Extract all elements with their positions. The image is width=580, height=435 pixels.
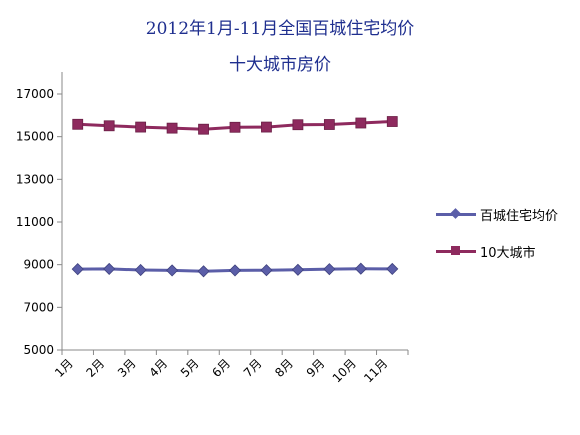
data-point: [198, 123, 209, 135]
x-tick-label: 9月: [304, 356, 328, 380]
data-point: [260, 264, 273, 277]
x-tick-label: 6月: [209, 356, 233, 380]
x-tick-label: 8月: [272, 356, 296, 380]
legend-swatch-series-2: [436, 244, 476, 258]
data-point: [72, 118, 84, 130]
data-point: [197, 265, 210, 278]
legend: 百城住宅均价 10大城市: [436, 204, 558, 278]
x-tick-label: 10月: [330, 356, 359, 385]
data-point: [261, 121, 272, 133]
legend-item-series-2: 10大城市: [436, 241, 558, 261]
data-point: [103, 262, 116, 275]
data-point: [386, 116, 398, 127]
y-tick-label: 9000: [23, 258, 54, 272]
data-point: [228, 264, 242, 277]
chart-title: 2012年1月-11月全国百城住宅均价: [145, 19, 415, 39]
y-tick-label: 13000: [16, 172, 54, 186]
x-tick-label: 5月: [178, 356, 202, 380]
data-point: [135, 121, 147, 133]
y-tick-label: 17000: [16, 87, 54, 101]
data-point: [229, 121, 241, 133]
legend-label-series-1: 百城住宅均价: [480, 208, 559, 224]
y-tick-label: 5000: [23, 343, 54, 357]
data-point: [166, 122, 178, 134]
data-point: [103, 120, 115, 132]
data-point: [292, 119, 304, 131]
x-tick-label: 7月: [241, 356, 265, 380]
y-tick-label: 15000: [16, 130, 54, 144]
x-tick-label: 1月: [52, 356, 76, 380]
data-point: [323, 263, 336, 276]
legend-item-series-1: 百城住宅均价: [436, 204, 558, 224]
data-point: [134, 263, 147, 277]
data-point: [355, 117, 367, 129]
x-tick-label: 3月: [115, 356, 139, 380]
data-point: [71, 263, 84, 276]
data-point: [354, 262, 367, 275]
data-point: [291, 263, 304, 276]
y-tick-label: 11000: [16, 215, 54, 229]
chart-subtitle: 十大城市房价: [229, 55, 331, 75]
data-point: [166, 264, 179, 277]
legend-swatch-series-1: [436, 207, 476, 221]
x-tick-label: 2月: [84, 356, 108, 380]
y-tick-label: 7000: [23, 300, 54, 314]
x-tick-label: 11月: [361, 356, 390, 385]
data-point: [323, 119, 335, 130]
x-tick-label: 4月: [146, 356, 170, 380]
legend-label-series-2: 10大城市: [480, 245, 536, 261]
data-point: [386, 262, 399, 275]
